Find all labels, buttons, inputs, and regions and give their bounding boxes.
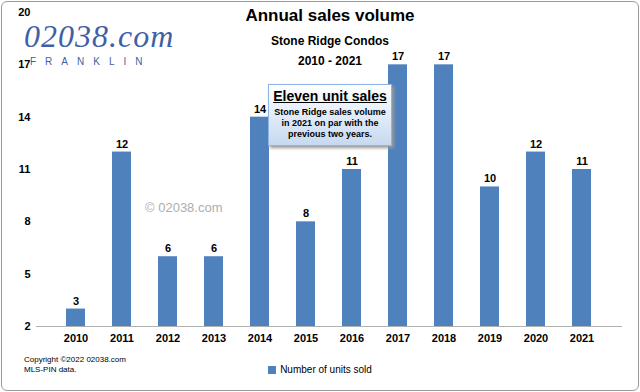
svg-text:14: 14 bbox=[18, 111, 31, 123]
svg-text:2016: 2016 bbox=[340, 332, 364, 344]
svg-text:2010: 2010 bbox=[64, 332, 88, 344]
svg-text:11: 11 bbox=[576, 155, 588, 167]
svg-text:5: 5 bbox=[24, 268, 30, 280]
svg-text:2019: 2019 bbox=[478, 332, 502, 344]
svg-text:8: 8 bbox=[303, 207, 309, 219]
svg-text:17: 17 bbox=[18, 58, 30, 70]
svg-text:2014: 2014 bbox=[248, 332, 273, 344]
svg-text:3: 3 bbox=[73, 295, 79, 307]
html-text:Number of units sold: Number of units sold bbox=[280, 364, 372, 375]
svg-text:17: 17 bbox=[392, 50, 404, 62]
svg-text:12: 12 bbox=[530, 138, 542, 150]
html-text:Eleven unit sales: Eleven unit sales bbox=[273, 88, 387, 104]
html-text:Stone Ridge Condos: Stone Ridge Condos bbox=[271, 34, 389, 48]
svg-text:8: 8 bbox=[24, 215, 30, 227]
svg-text:11: 11 bbox=[19, 163, 31, 175]
svg-text:2020: 2020 bbox=[524, 332, 548, 344]
html-text:Copyright ©2022 02038.com: Copyright ©2022 02038.com bbox=[24, 355, 126, 364]
svg-text:14: 14 bbox=[254, 103, 267, 115]
html-text:02038.com: 02038.com bbox=[24, 18, 175, 54]
svg-text:11: 11 bbox=[346, 155, 358, 167]
svg-text:2021: 2021 bbox=[570, 332, 594, 344]
html-text:FRANKLIN: FRANKLIN bbox=[30, 56, 152, 67]
svg-text:2015: 2015 bbox=[294, 332, 318, 344]
html-text:2010 - 2021: 2010 - 2021 bbox=[298, 54, 362, 68]
svg-text:17: 17 bbox=[438, 50, 450, 62]
svg-text:2012: 2012 bbox=[156, 332, 180, 344]
html-text:Stone Ridge sales volume in 20: Stone Ridge sales volume in 2021 on par … bbox=[274, 107, 386, 139]
svg-text:6: 6 bbox=[211, 242, 217, 254]
svg-text:6: 6 bbox=[165, 242, 171, 254]
svg-text:2013: 2013 bbox=[202, 332, 226, 344]
svg-text:2: 2 bbox=[24, 320, 30, 332]
svg-text:2017: 2017 bbox=[386, 332, 410, 344]
svg-text:2011: 2011 bbox=[110, 332, 134, 344]
html-text:© 02038.com: © 02038.com bbox=[145, 200, 223, 215]
svg-text:12: 12 bbox=[116, 138, 128, 150]
svg-text:20: 20 bbox=[18, 6, 30, 18]
svg-text:2018: 2018 bbox=[432, 332, 456, 344]
html-text:Annual sales volume: Annual sales volume bbox=[245, 6, 415, 25]
svg-text:10: 10 bbox=[484, 172, 496, 184]
html-text:MLS-PIN data.: MLS-PIN data. bbox=[24, 365, 77, 374]
